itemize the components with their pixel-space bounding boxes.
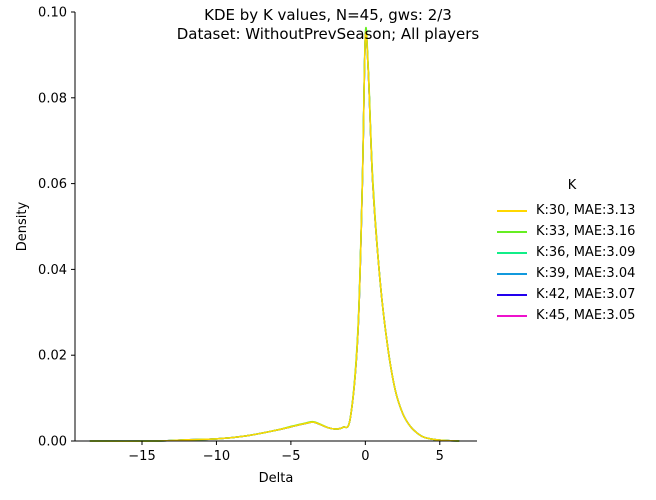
legend-swatch: [497, 251, 527, 254]
x-tick-label: −10: [203, 449, 230, 464]
legend: K K:30, MAE:3.13 K:33, MAE:3.16 K:36, MAE:…: [497, 178, 647, 326]
y-tick-label: 0.02: [38, 349, 67, 364]
chart-title-line-1: KDE by K values, N=45, gws: 2/3: [204, 6, 452, 24]
legend-label: K:39, MAE:3.04: [536, 266, 636, 281]
legend-item: K:30, MAE:3.13: [497, 200, 647, 221]
legend-label: K:42, MAE:3.07: [536, 287, 636, 302]
legend-item: K:39, MAE:3.04: [497, 263, 647, 284]
y-tick-label: 0.08: [38, 91, 67, 106]
y-tick-label: 0.06: [38, 177, 67, 192]
legend-swatch: [497, 209, 527, 212]
legend-swatch: [497, 230, 527, 233]
legend-label: K:45, MAE:3.05: [536, 308, 636, 323]
legend-label: K:33, MAE:3.16: [536, 224, 636, 239]
legend-swatch: [497, 293, 527, 296]
legend-swatch: [497, 314, 527, 317]
x-tick-label: −15: [128, 449, 155, 464]
legend-swatch: [497, 272, 527, 275]
series-line-3: [89, 31, 460, 442]
y-tick-label: 0.00: [38, 435, 67, 450]
x-axis-label: Delta: [259, 471, 294, 486]
legend-item: K:42, MAE:3.07: [497, 284, 647, 305]
y-tick-label: 0.04: [38, 263, 67, 278]
series-line-1: [89, 26, 460, 442]
legend-title: K: [567, 178, 577, 193]
legend-item: K:45, MAE:3.05: [497, 305, 647, 326]
series-line-0: [89, 31, 460, 442]
legend-label: K:36, MAE:3.09: [536, 245, 636, 260]
series-line-5: [89, 31, 460, 442]
series-line-2: [89, 31, 460, 442]
y-axis-label: Density: [15, 201, 30, 251]
legend-item: K:36, MAE:3.09: [497, 242, 647, 263]
x-tick-label: −5: [281, 449, 300, 464]
x-tick-label: 0: [361, 449, 369, 464]
chart-title-line-2: Dataset: WithoutPrevSeason; All players: [176, 25, 480, 43]
series-line-4: [89, 31, 460, 442]
legend-item: K:33, MAE:3.16: [497, 221, 647, 242]
y-tick-label: 0.10: [38, 6, 67, 21]
x-tick-label: 5: [436, 449, 444, 464]
legend-label: K:30, MAE:3.13: [536, 203, 636, 218]
